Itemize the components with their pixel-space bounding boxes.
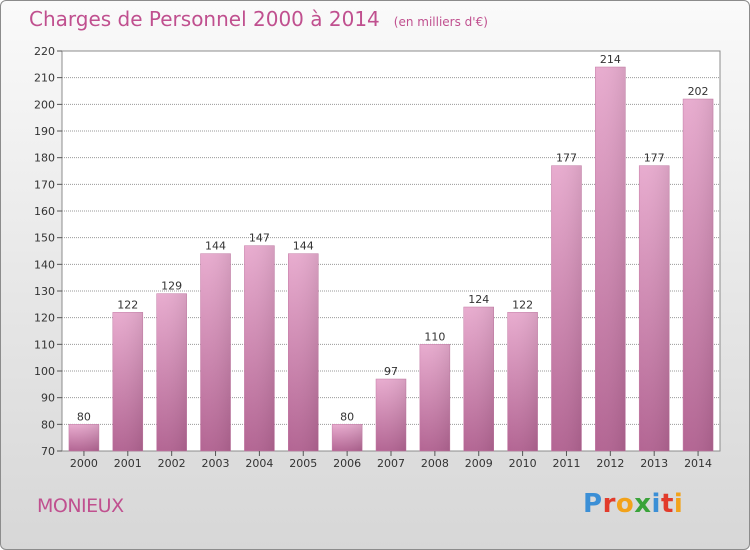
chart-title: Charges de Personnel 2000 à 2014 (en mill… <box>29 7 488 31</box>
x-axis-labels: 2000 2001 2002 2003 2004 2005 2006 2007 2008 2009… <box>70 451 712 470</box>
y-tick-label: 100 <box>34 365 55 378</box>
x-tick-label: 2001 <box>114 457 142 470</box>
y-tick-label: 90 <box>41 392 55 405</box>
x-tick-label: 2000 <box>70 457 98 470</box>
bar-shade-2005 <box>288 253 319 451</box>
bar-shade-2006 <box>332 424 363 451</box>
x-tick-label: 2007 <box>377 457 405 470</box>
data-label: 80 <box>340 410 354 423</box>
y-tick-label: 210 <box>34 72 55 85</box>
data-label: 110 <box>424 330 445 343</box>
y-tick-label: 220 <box>34 45 55 58</box>
data-labels: 80 122 129 144 147 144 80 97 110 124 122 177 214 177 2… <box>77 53 709 423</box>
bar-shade-2001 <box>112 312 143 451</box>
x-tick-label: 2010 <box>509 457 537 470</box>
chart-subtitle: (en milliers d'€) <box>393 15 488 29</box>
data-label: 177 <box>644 152 665 165</box>
y-tick-label: 200 <box>34 98 55 111</box>
y-axis-labels: 70 80 90 100 110 120 130 140 150 160 170 180 190 200 2… <box>34 45 62 458</box>
bar-shade-2007 <box>376 379 406 451</box>
y-tick-label: 160 <box>34 205 55 218</box>
data-label: 144 <box>205 240 226 253</box>
x-tick-label: 2002 <box>158 457 186 470</box>
y-tick-label: 150 <box>34 232 55 245</box>
data-label: 147 <box>249 232 270 245</box>
bar-shade-2008 <box>419 344 450 451</box>
x-tick-label: 2008 <box>421 457 449 470</box>
data-label: 214 <box>600 53 621 66</box>
data-label: 122 <box>512 298 533 311</box>
y-tick-label: 190 <box>34 125 55 138</box>
proxiti-logo: Proxiti <box>583 489 684 519</box>
bar-shade-2011 <box>551 165 582 451</box>
data-label: 124 <box>468 293 489 306</box>
x-tick-label: 2004 <box>245 457 273 470</box>
x-tick-label: 2006 <box>333 457 361 470</box>
bar-shade-2003 <box>200 253 231 451</box>
bar-shade-2000 <box>68 424 99 451</box>
x-tick-label: 2012 <box>596 457 624 470</box>
bar-shade-2012 <box>595 67 626 451</box>
data-label: 80 <box>77 410 91 423</box>
data-label: 177 <box>556 152 577 165</box>
bar-shade-2002 <box>156 293 187 451</box>
data-label: 202 <box>688 85 709 98</box>
x-tick-label: 2003 <box>202 457 230 470</box>
y-tick-label: 70 <box>41 445 55 458</box>
bars <box>68 66 714 452</box>
y-tick-label: 130 <box>34 285 55 298</box>
x-tick-label: 2005 <box>289 457 317 470</box>
data-label: 97 <box>384 365 398 378</box>
y-tick-label: 140 <box>34 258 55 271</box>
y-tick-label: 170 <box>34 178 55 191</box>
y-tick-label: 180 <box>34 152 55 165</box>
bar-shade-2014 <box>683 99 714 451</box>
bar-shade-2010 <box>507 312 538 451</box>
x-tick-label: 2009 <box>465 457 493 470</box>
x-tick-label: 2014 <box>684 457 712 470</box>
bar-shade-2004 <box>244 245 275 451</box>
bar-shade-2009 <box>463 307 494 451</box>
data-label: 122 <box>117 298 138 311</box>
data-label: 144 <box>293 240 314 253</box>
bar-shade-2013 <box>639 165 670 451</box>
data-label: 129 <box>161 280 182 293</box>
y-tick-label: 120 <box>34 312 55 325</box>
x-tick-label: 2013 <box>640 457 668 470</box>
title-text: Charges de Personnel 2000 à 2014 <box>29 7 380 31</box>
y-tick-label: 80 <box>41 418 55 431</box>
y-tick-label: 110 <box>34 338 55 351</box>
x-tick-label: 2011 <box>552 457 580 470</box>
town-name: MONIEUX <box>37 495 124 517</box>
